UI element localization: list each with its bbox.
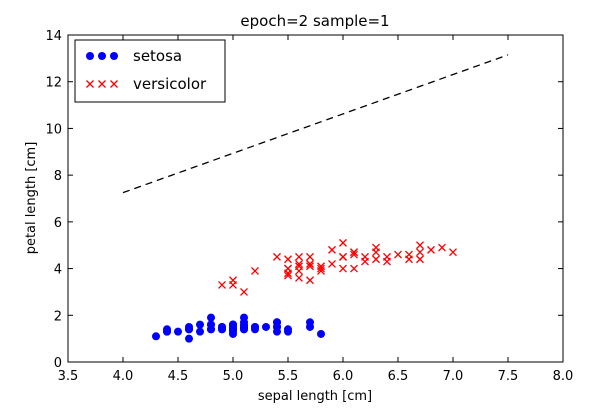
versicolor-point	[416, 255, 424, 264]
setosa-point	[218, 325, 226, 334]
setosa-point	[240, 320, 248, 329]
axes-frame	[67, 34, 564, 363]
setosa-point	[273, 322, 281, 331]
setosa-point	[240, 313, 248, 322]
setosa-point	[262, 322, 270, 331]
versicolor-point	[295, 262, 303, 271]
x-tick-label: 7.0	[443, 369, 464, 384]
setosa-point	[207, 313, 215, 322]
legend-box	[74, 39, 226, 103]
versicolor-point	[339, 252, 347, 261]
setosa-point	[163, 327, 171, 336]
versicolor-point	[372, 243, 380, 252]
setosa-point	[306, 318, 314, 327]
versicolor-point	[229, 280, 237, 289]
versicolor-point	[284, 271, 292, 280]
versicolor-point	[328, 259, 336, 268]
versicolor-point	[361, 257, 369, 266]
legend: setosa versicolor	[74, 39, 226, 103]
versicolor-point	[372, 255, 380, 264]
x-tick-label: 3.5	[58, 369, 79, 384]
x-tick-label: 6.5	[388, 369, 409, 384]
legend-marker	[110, 80, 118, 88]
y-tick-label: 8	[54, 169, 62, 184]
y-tick-label: 6	[54, 216, 62, 231]
versicolor-point	[416, 248, 424, 257]
versicolor-point	[295, 252, 303, 261]
setosa-point	[185, 325, 193, 334]
versicolor-point	[273, 252, 281, 261]
series-setosa	[152, 313, 325, 343]
setosa-point	[196, 320, 204, 329]
versicolor-point	[317, 266, 325, 275]
setosa-point	[251, 322, 259, 331]
versicolor-point	[383, 257, 391, 266]
setosa-point	[207, 325, 215, 334]
y-tick-label: 2	[54, 309, 62, 324]
versicolor-point	[328, 245, 336, 254]
y-tick-label: 12	[45, 76, 62, 91]
legend-marker	[110, 52, 118, 60]
axis-ticks: 3.5 4.0 4.5 5.0 5.5 6.0 6.5 7.0 7.5 8.0 0 2 4 6 8 10 12 1…	[45, 29, 573, 384]
versicolor-point	[295, 273, 303, 282]
x-tick-label: 5.5	[278, 369, 299, 384]
decision-boundary-line	[122, 54, 509, 194]
versicolor-point	[240, 287, 248, 296]
versicolor-point	[339, 264, 347, 273]
y-tick-label: 14	[45, 29, 62, 44]
versicolor-point	[295, 259, 303, 268]
versicolor-point	[350, 248, 358, 257]
versicolor-point	[251, 266, 259, 275]
setosa-point	[317, 329, 325, 338]
setosa-point	[185, 334, 193, 343]
x-tick-label: 5.0	[223, 369, 244, 384]
series-versicolor	[218, 238, 457, 296]
versicolor-point	[306, 252, 314, 261]
versicolor-point	[218, 280, 226, 289]
versicolor-point	[284, 255, 292, 264]
x-tick-label: 7.5	[498, 369, 519, 384]
versicolor-point	[339, 238, 347, 247]
x-tick-label: 8.0	[553, 369, 574, 384]
legend-label-versicolor: versicolor	[133, 75, 207, 93]
setosa-point	[229, 325, 237, 334]
versicolor-point	[306, 262, 314, 271]
versicolor-point	[416, 241, 424, 250]
versicolor-point	[438, 243, 446, 252]
x-tick-label: 4.0	[113, 369, 134, 384]
setosa-point	[152, 332, 160, 341]
y-axis-label: petal length [cm]	[24, 142, 39, 255]
versicolor-point	[350, 264, 358, 273]
legend-marker	[86, 80, 94, 88]
versicolor-point	[427, 245, 435, 254]
setosa-point	[174, 327, 182, 336]
legend-marker-setosa	[86, 52, 118, 60]
legend-marker	[98, 80, 106, 88]
x-tick-label: 4.5	[168, 369, 189, 384]
legend-marker-versicolor	[86, 80, 118, 88]
versicolor-point	[394, 250, 402, 259]
x-tick-label: 6.0	[333, 369, 354, 384]
setosa-point	[284, 327, 292, 336]
versicolor-point	[317, 264, 325, 273]
versicolor-point	[449, 248, 457, 257]
versicolor-point	[306, 259, 314, 268]
y-tick-label: 4	[54, 263, 62, 278]
x-axis-label: sepal length [cm]	[258, 389, 372, 404]
legend-label-setosa: setosa	[133, 47, 182, 65]
legend-marker	[98, 52, 106, 60]
plot-area	[122, 54, 509, 343]
y-tick-label: 0	[54, 356, 62, 371]
versicolor-point	[306, 276, 314, 285]
y-tick-label: 10	[45, 122, 62, 137]
setosa-point	[196, 327, 204, 336]
chart-title: epoch=2 sample=1	[240, 12, 389, 30]
versicolor-point	[405, 255, 413, 264]
legend-marker	[86, 52, 94, 60]
versicolor-point	[350, 250, 358, 259]
versicolor-point	[284, 264, 292, 273]
